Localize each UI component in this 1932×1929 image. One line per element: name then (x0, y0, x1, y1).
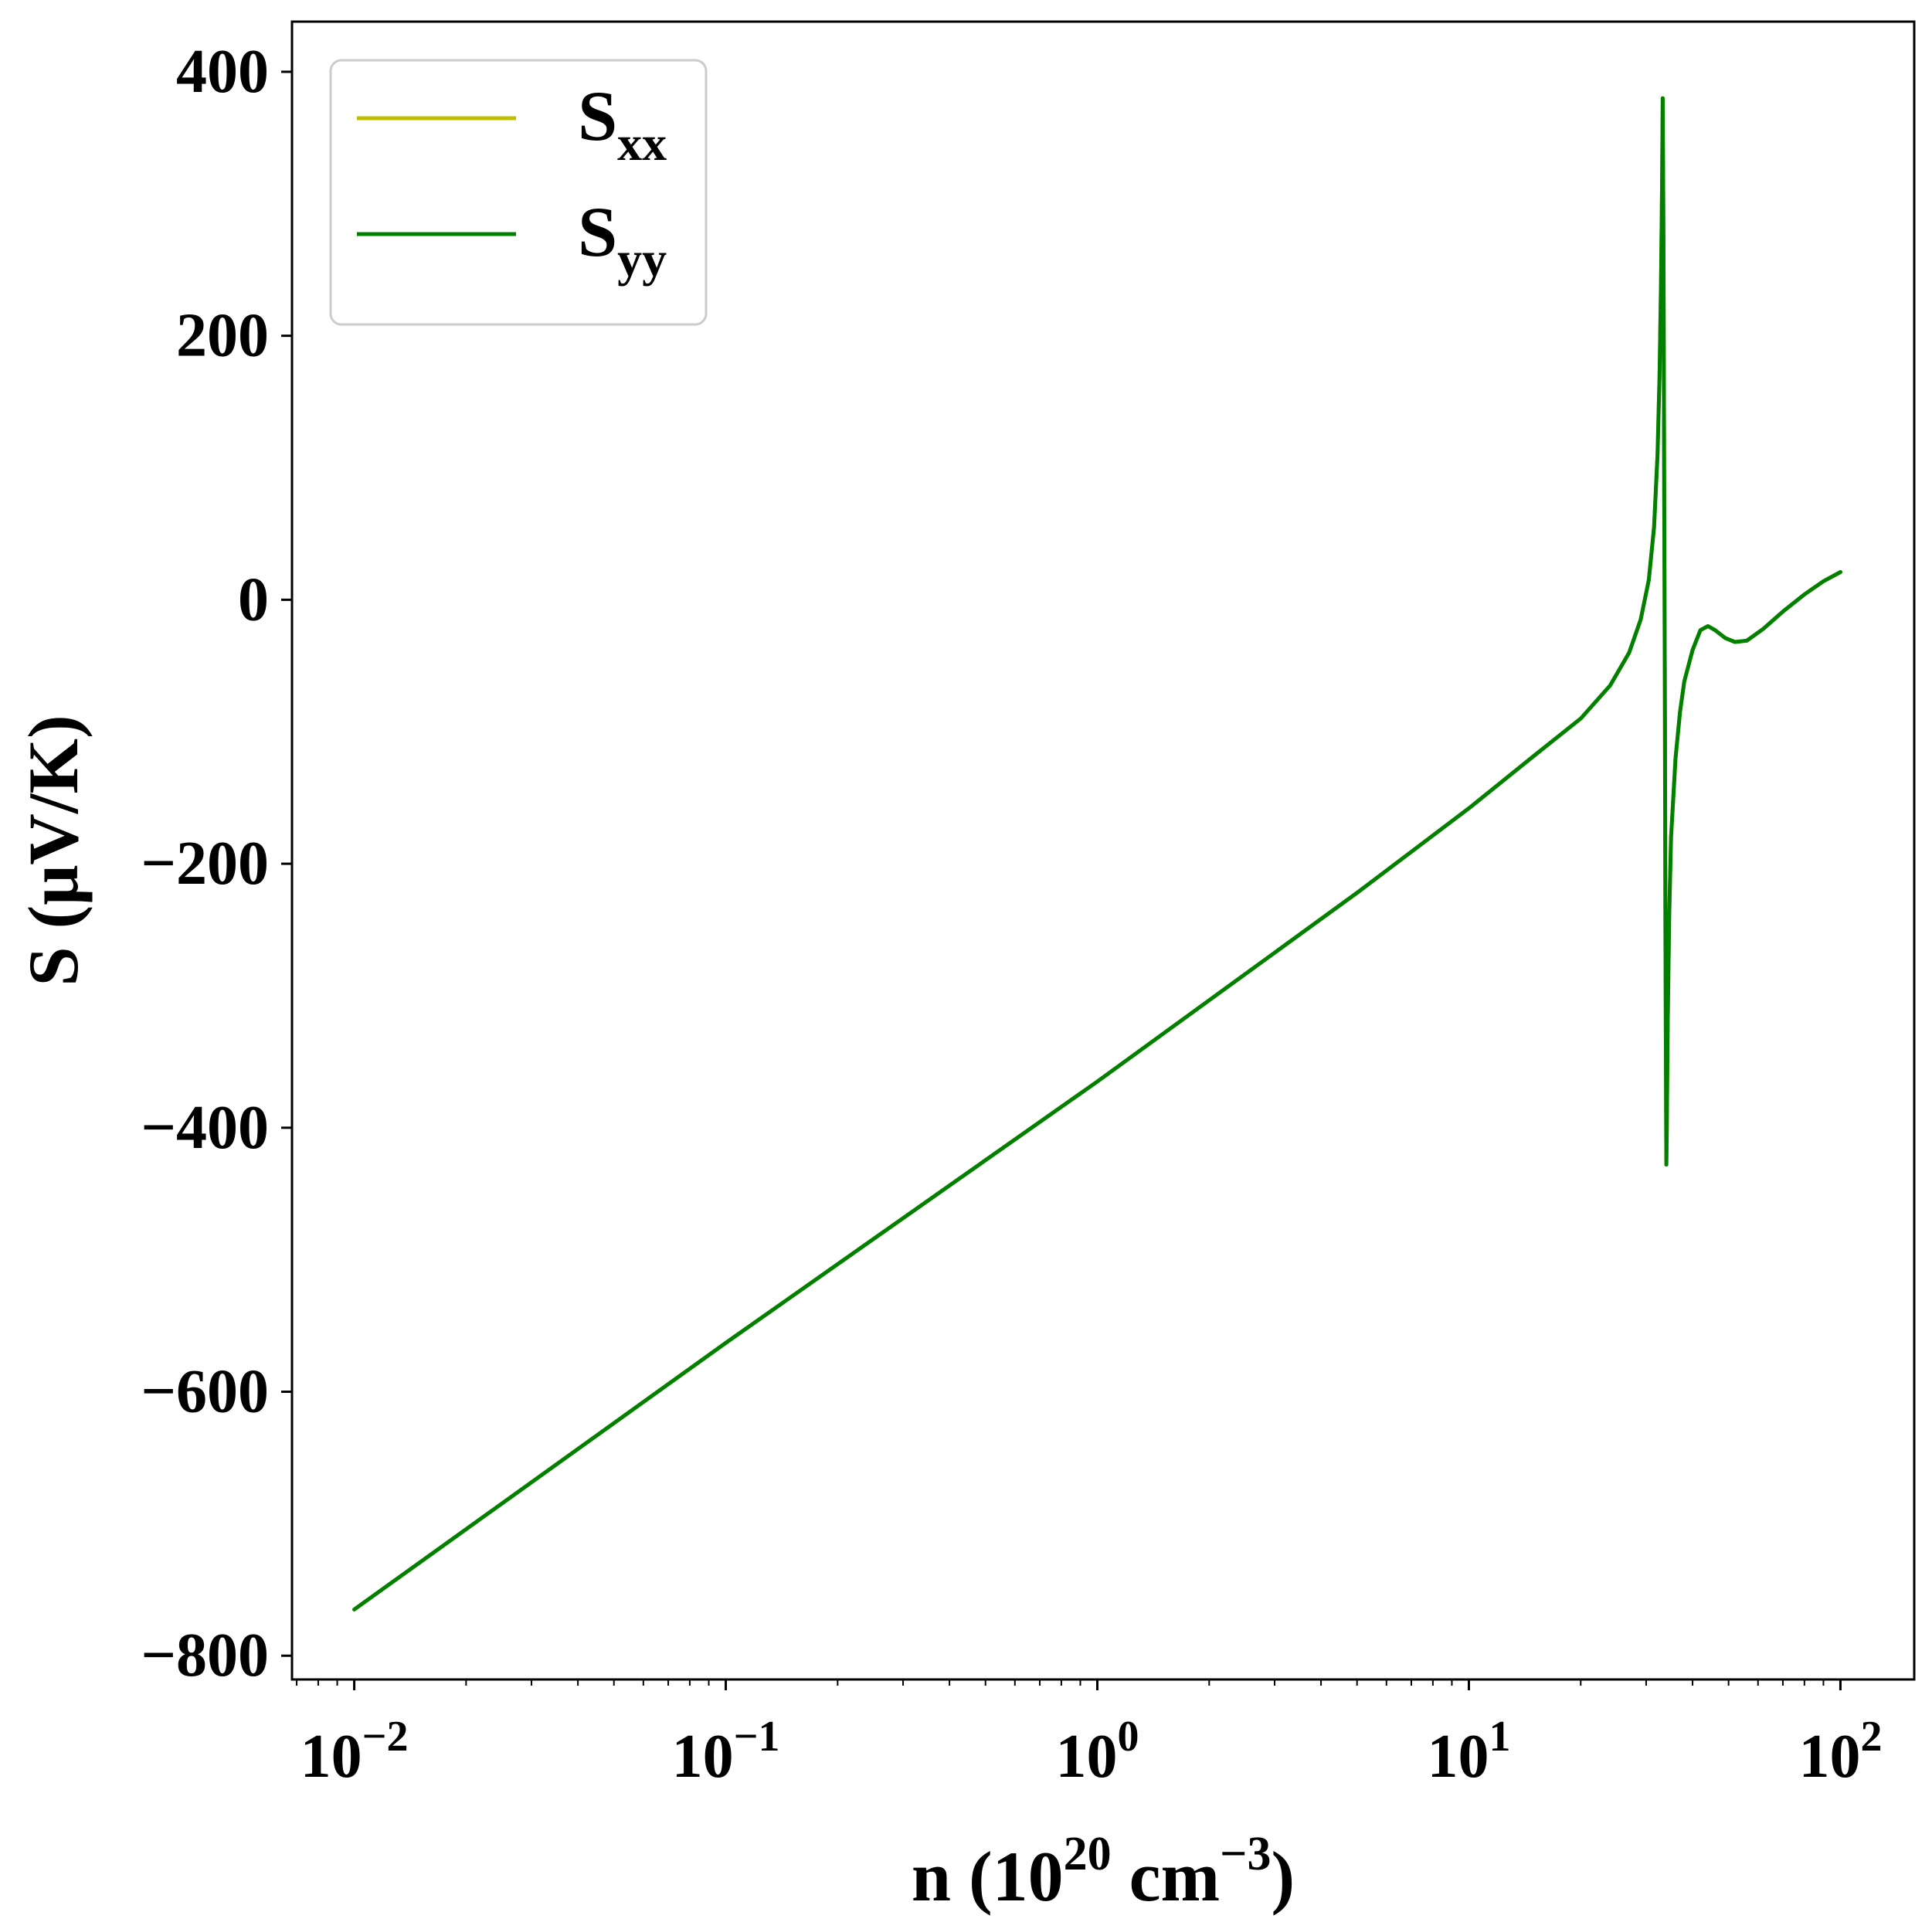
y-tick-label: 400 (176, 38, 269, 106)
y-tick-label: −200 (141, 830, 269, 898)
x-tick-label: 10−2 (300, 1713, 409, 1791)
legend-label: Sxx (578, 76, 667, 171)
legend-label-subscript: yy (617, 232, 667, 287)
y-tick-label: −400 (141, 1094, 269, 1162)
y-tick-label: 200 (176, 302, 269, 370)
legend-label: Syy (578, 192, 667, 287)
legend-label-subscript: xx (617, 116, 667, 171)
x-tick-label: 101 (1427, 1713, 1510, 1791)
x-tick-label-base: 10 (1056, 1723, 1118, 1791)
x-tick-label-exponent: −1 (734, 1713, 780, 1761)
x-axis-label: n (1020 cm−3) (912, 1828, 1295, 1916)
x-tick-label-base: 10 (672, 1723, 734, 1791)
x-tick-label-base: 10 (1798, 1723, 1860, 1791)
x-tick-label-base: 10 (300, 1723, 362, 1791)
x-tick-label-exponent: 2 (1860, 1713, 1882, 1761)
series-line-syy (352, 96, 1842, 1611)
y-tick-label: −600 (141, 1358, 269, 1426)
legend-label-base: S (578, 76, 617, 155)
x-tick-label: 10−1 (672, 1713, 780, 1791)
x-axis-label-unit: cm (1112, 1837, 1220, 1916)
y-tick-label: 0 (238, 565, 269, 633)
x-tick-label: 100 (1056, 1713, 1139, 1791)
legend-label-base: S (578, 192, 617, 271)
x-tick-label: 102 (1798, 1713, 1882, 1791)
x-tick-label-exponent: 1 (1489, 1713, 1510, 1761)
x-axis-label-prefix: n (10 (912, 1837, 1064, 1916)
x-tick-label-exponent: −2 (362, 1713, 409, 1761)
x-tick-label-exponent: 0 (1118, 1713, 1139, 1761)
x-axis-label-exponent: 20 (1064, 1828, 1112, 1880)
x-axis-label-exponent: −3 (1220, 1828, 1271, 1880)
x-tick-label-base: 10 (1427, 1723, 1489, 1791)
legend-box (329, 59, 708, 326)
x-axis-label-suffix: ) (1272, 1837, 1295, 1916)
y-tick-label: −800 (141, 1622, 269, 1690)
plot-frame (290, 20, 1916, 1681)
y-axis-label: S (μV/K) (14, 715, 93, 986)
